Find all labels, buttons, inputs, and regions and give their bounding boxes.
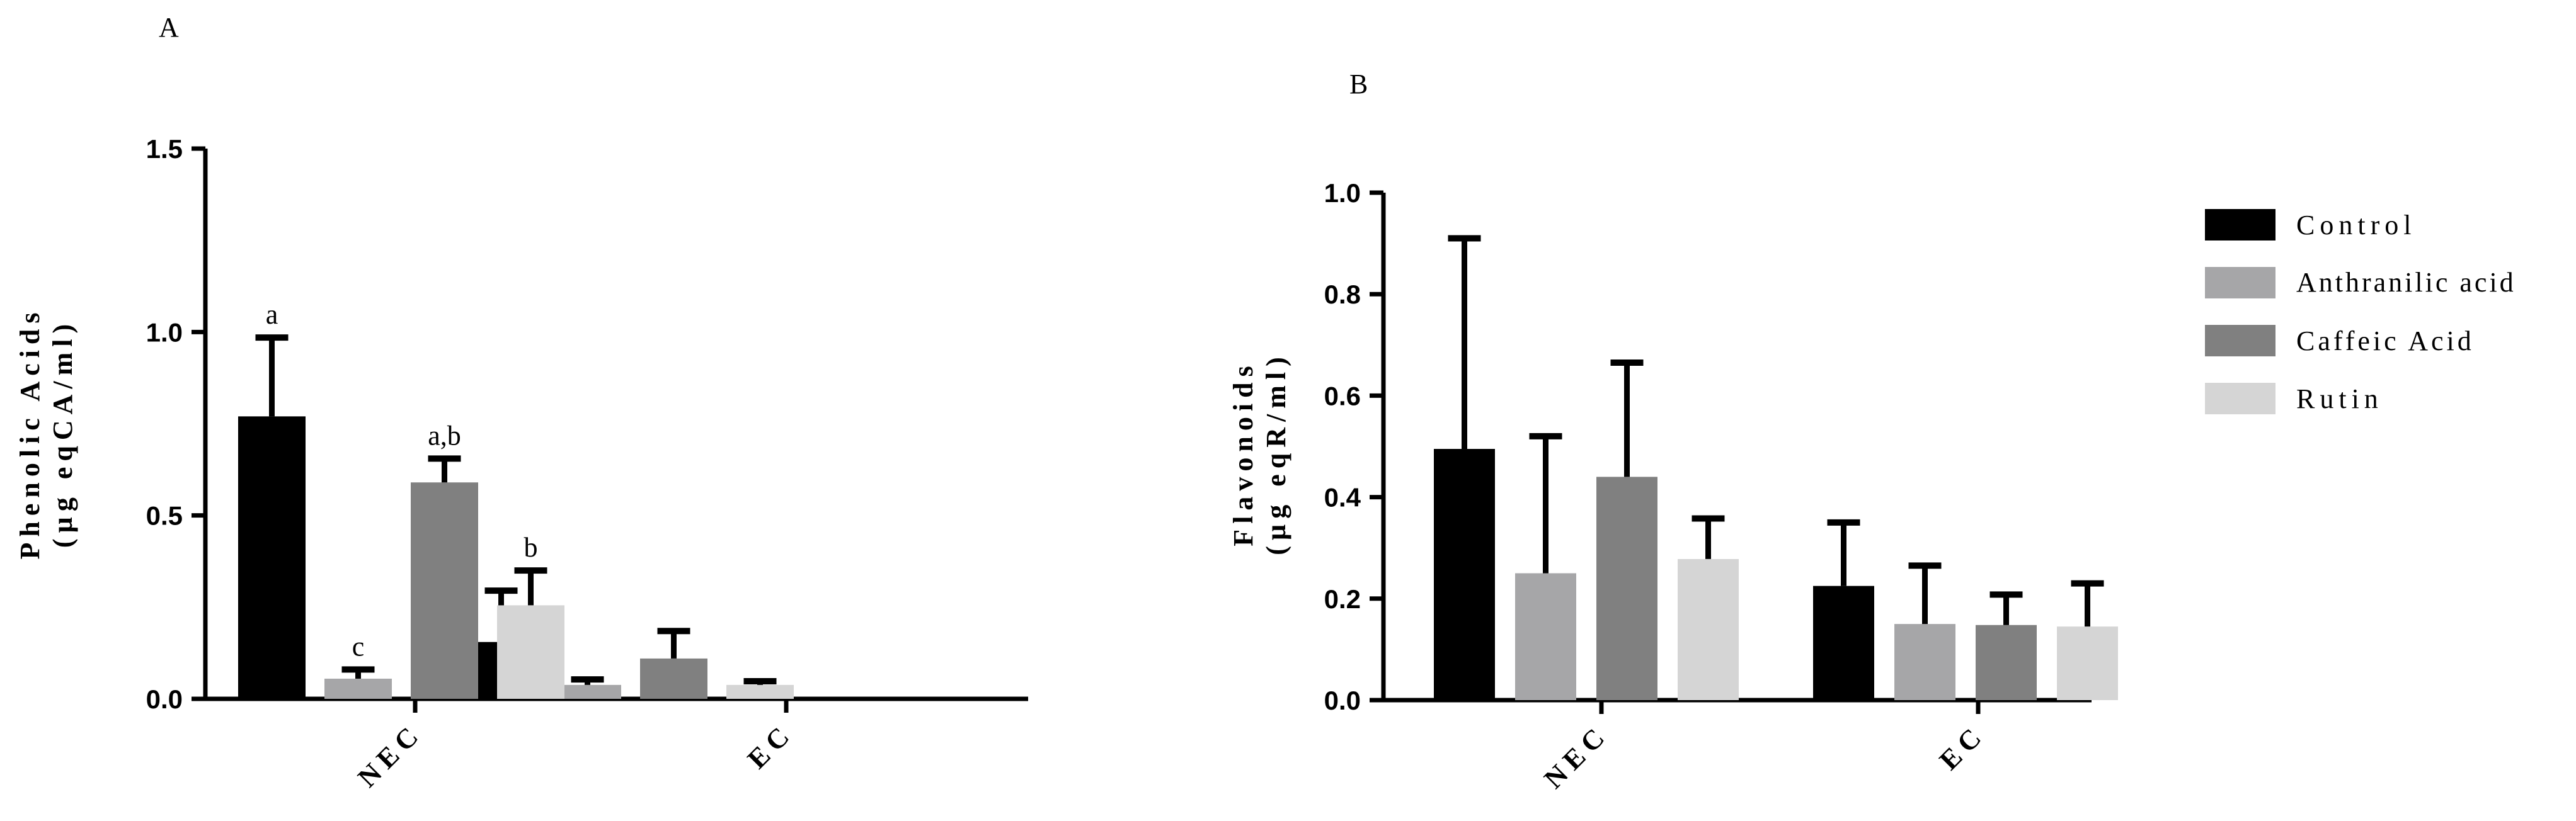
panel-a-y-tick-label: 1.0 (146, 317, 183, 347)
panel-b-y-tick-label: 0.0 (1324, 686, 1361, 715)
panel-b-y-tick-label: 0.2 (1324, 584, 1361, 614)
panel-b-bar-anthranilic-acid-ec (1894, 624, 1955, 700)
panel-b-bar-control-ec (1813, 586, 1874, 700)
panel-b-bar-caffeic-acid-nec (1596, 477, 1657, 700)
panel-b: B 0.0 0.2 0.4 0.6 0.8 1.0 NEC EC Flavonoids (µg… (1228, 69, 2118, 795)
legend-item-anthranilic-acid: Anthranilic acid (2205, 267, 2516, 298)
panel-b-ylabel-line2: (µg eqR/ml) (1261, 351, 1291, 555)
legend-label-caffeic-acid: Caffeic Acid (2296, 326, 2475, 356)
panel-a-y-tick-label: 0.5 (146, 501, 183, 531)
panel-a-annotation-caffeic-acid: a,b (428, 420, 461, 451)
panel-b-bar-caffeic-acid-ec (1976, 625, 2037, 700)
panel-b-x-tick-label-ec: EC (1933, 718, 1991, 776)
panel-b-y-tick-label: 0.8 (1324, 280, 1361, 309)
panel-a-y-tick-label: 1.5 (146, 134, 183, 164)
panel-a: A 0.0 0.5 1.0 1.5 NEC EC a c a,b b Phenolic Acid… (14, 12, 1028, 793)
panel-b-bar-rutin-nec (1678, 558, 1739, 700)
legend-swatch-caffeic-acid (2205, 325, 2275, 356)
panel-a-ylabel-line1: Phenolic Acids (14, 307, 45, 559)
legend: Control Anthranilic acid Caffeic Acid Ru… (2205, 209, 2516, 414)
legend-label-anthranilic-acid: Anthranilic acid (2296, 267, 2516, 298)
panel-b-bar-control-nec (1434, 449, 1495, 700)
panel-b-bar-rutin-ec (2057, 626, 2118, 700)
panel-a-bar-anthranilic-acid-nec (324, 678, 392, 699)
panel-b-ylabel-line1: Flavonoids (1228, 360, 1259, 546)
panel-b-label: B (1349, 69, 1368, 99)
panel-a-annotation-control: a (266, 299, 278, 330)
legend-swatch-anthranilic-acid (2205, 267, 2275, 298)
panel-a-y-tick-label: 0.0 (146, 684, 183, 714)
panel-b-y-tick-label: 0.4 (1324, 483, 1361, 512)
legend-item-control: Control (2205, 209, 2416, 241)
panel-a-bar-anthranilic-acid-ec (554, 684, 621, 699)
panel-b-y-tick-label: 1.0 (1324, 178, 1361, 208)
panel-a-annotation-anthranilic-acid: c (352, 631, 365, 662)
panel-b-ylabel: Flavonoids (µg eqR/ml) (1228, 351, 1291, 555)
panel-a-axes (203, 149, 1028, 701)
panel-a-bars (238, 334, 794, 699)
panel-b-bar-anthranilic-acid-nec (1515, 573, 1576, 700)
panel-a-bar-caffeic-acid-ec (640, 658, 707, 699)
panel-a-ylabel-line2: (µg eqCA/ml) (47, 319, 78, 548)
legend-label-rutin: Rutin (2296, 383, 2383, 414)
panel-a-bar-rutin-nec (497, 605, 564, 699)
panel-a-ylabel: Phenolic Acids (µg eqCA/ml) (14, 307, 78, 559)
panel-b-y-tick-label: 0.6 (1324, 381, 1361, 410)
panel-a-x-tick-label-ec: EC (741, 716, 799, 774)
legend-label-control: Control (2296, 210, 2416, 241)
panel-a-label: A (159, 12, 179, 43)
panel-a-x-tick-label-nec: NEC (352, 716, 429, 793)
panel-a-annotation-rutin: b (524, 532, 538, 563)
panel-a-bar-rutin-ec (726, 684, 794, 699)
panel-a-bar-control-nec (238, 416, 306, 699)
panel-a-bar-caffeic-acid-nec (411, 482, 478, 699)
legend-item-caffeic-acid: Caffeic Acid (2205, 325, 2475, 356)
panel-b-bars (1434, 235, 2118, 700)
legend-item-rutin: Rutin (2205, 383, 2383, 414)
panel-a-annotations: a c a,b b (266, 299, 538, 662)
panel-b-x-tick-label-nec: NEC (1538, 718, 1615, 795)
legend-swatch-rutin (2205, 383, 2275, 414)
legend-swatch-control (2205, 209, 2275, 241)
